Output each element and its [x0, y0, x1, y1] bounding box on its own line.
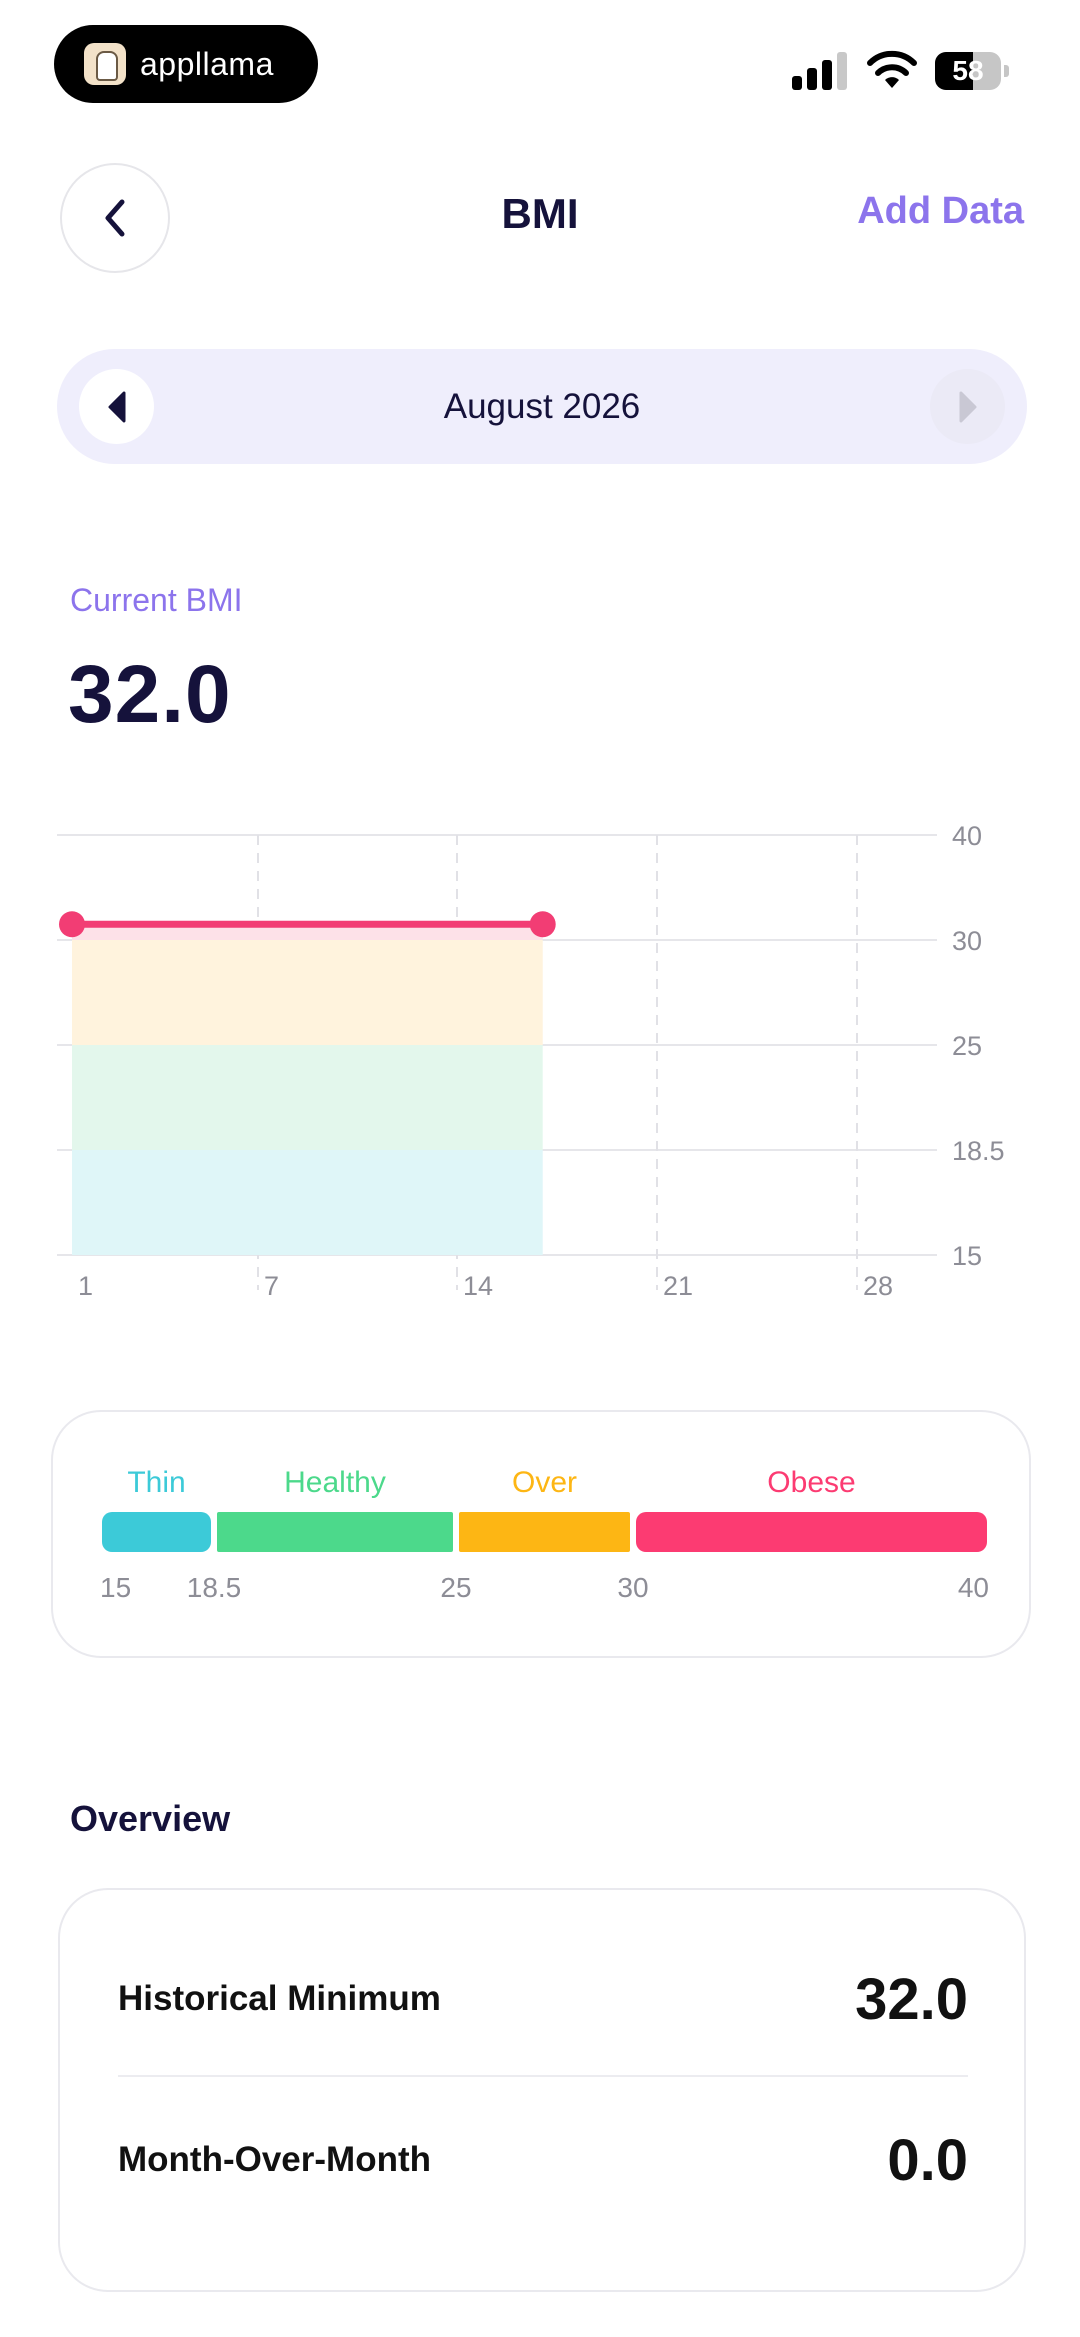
chart-data-point[interactable] — [59, 911, 85, 938]
legend-label-thin: Thin — [127, 1466, 185, 1499]
chevron-left-icon — [105, 199, 125, 237]
chart-data-point[interactable] — [529, 911, 556, 938]
legend-label-obese: Obese — [767, 1466, 855, 1499]
divider — [118, 2075, 968, 2077]
legend-segment-over — [459, 1512, 630, 1552]
bmi-chart-svg: 15 18.5 25 30 40 1 7 14 21 28 — [57, 821, 1005, 1301]
legend-tick-label: 30 — [617, 1572, 648, 1603]
add-data-button[interactable]: Add Data — [857, 190, 1024, 232]
wifi-icon — [867, 50, 917, 88]
app-name: appllama — [140, 45, 274, 82]
legend-tick-label: 40 — [958, 1572, 989, 1603]
battery-icon: 58 — [935, 52, 1009, 90]
previous-month-button[interactable] — [79, 369, 154, 444]
chart-y-tick-label: 30 — [952, 926, 982, 956]
battery-percentage: 58 — [952, 55, 984, 86]
bmi-chart: 15 18.5 25 30 40 1 7 14 21 28 — [0, 800, 1080, 1320]
signal-icon — [792, 52, 848, 90]
chart-x-tick-label: 28 — [863, 1271, 893, 1301]
overview-row-month-over-month: Month-Over-Month 0.0 — [118, 2115, 968, 2205]
legend-segment-obese — [636, 1512, 987, 1552]
current-bmi-value: 32.0 — [68, 649, 232, 740]
page-title: BMI — [501, 190, 579, 237]
legend-label-over: Over — [512, 1466, 577, 1499]
triangle-right-icon — [959, 391, 976, 422]
overview-card: Historical Minimum 32.0 Month-Over-Month… — [58, 1888, 1026, 2292]
llama-logo-icon — [84, 43, 126, 85]
overview-row-value: 0.0 — [887, 2127, 968, 2193]
legend-tick-label: 18.5 — [187, 1572, 242, 1603]
chart-y-tick-label: 18.5 — [952, 1136, 1005, 1166]
bmi-range-legend: Thin Healthy Over Obese 15 18.5 25 30 40 — [51, 1410, 1031, 1658]
chart-y-tick-label: 15 — [952, 1241, 982, 1271]
overview-row-historical-minimum: Historical Minimum 32.0 — [118, 1954, 968, 2044]
chart-x-tick-label: 7 — [264, 1271, 279, 1301]
app-indicator-pill[interactable]: appllama — [54, 25, 318, 103]
legend-tick-label: 25 — [440, 1572, 471, 1603]
chart-x-tick-label: 14 — [463, 1271, 493, 1301]
legend-segment-thin — [102, 1512, 211, 1552]
legend-label-healthy: Healthy — [284, 1466, 386, 1499]
overview-row-label: Month-Over-Month — [118, 2140, 431, 2179]
triangle-left-icon — [108, 391, 125, 422]
overview-title: Overview — [70, 1798, 231, 1839]
overview-row-value: 32.0 — [855, 1966, 968, 2032]
back-button[interactable] — [60, 163, 170, 273]
month-selector: August 2026 — [57, 349, 1027, 464]
chart-range-band — [72, 940, 543, 1045]
chart-y-tick-label: 25 — [952, 1031, 982, 1061]
next-month-button[interactable] — [930, 369, 1005, 444]
chart-x-tick-label: 21 — [663, 1271, 693, 1301]
chart-x-tick-label: 1 — [78, 1271, 93, 1301]
legend-tick-label: 15 — [100, 1572, 131, 1603]
current-bmi-label: Current BMI — [70, 582, 243, 618]
chart-range-band — [72, 1150, 543, 1255]
bmi-range-bar: Thin Healthy Over Obese 15 18.5 25 30 40 — [100, 1466, 989, 1603]
legend-segment-healthy — [217, 1512, 453, 1552]
status-bar: appllama 58 — [0, 0, 1080, 120]
chart-y-tick-label: 40 — [952, 821, 982, 851]
overview-row-label: Historical Minimum — [118, 1979, 441, 2018]
chart-range-band — [72, 1045, 543, 1150]
chart-range-band — [72, 924, 543, 940]
month-label: August 2026 — [443, 387, 641, 426]
